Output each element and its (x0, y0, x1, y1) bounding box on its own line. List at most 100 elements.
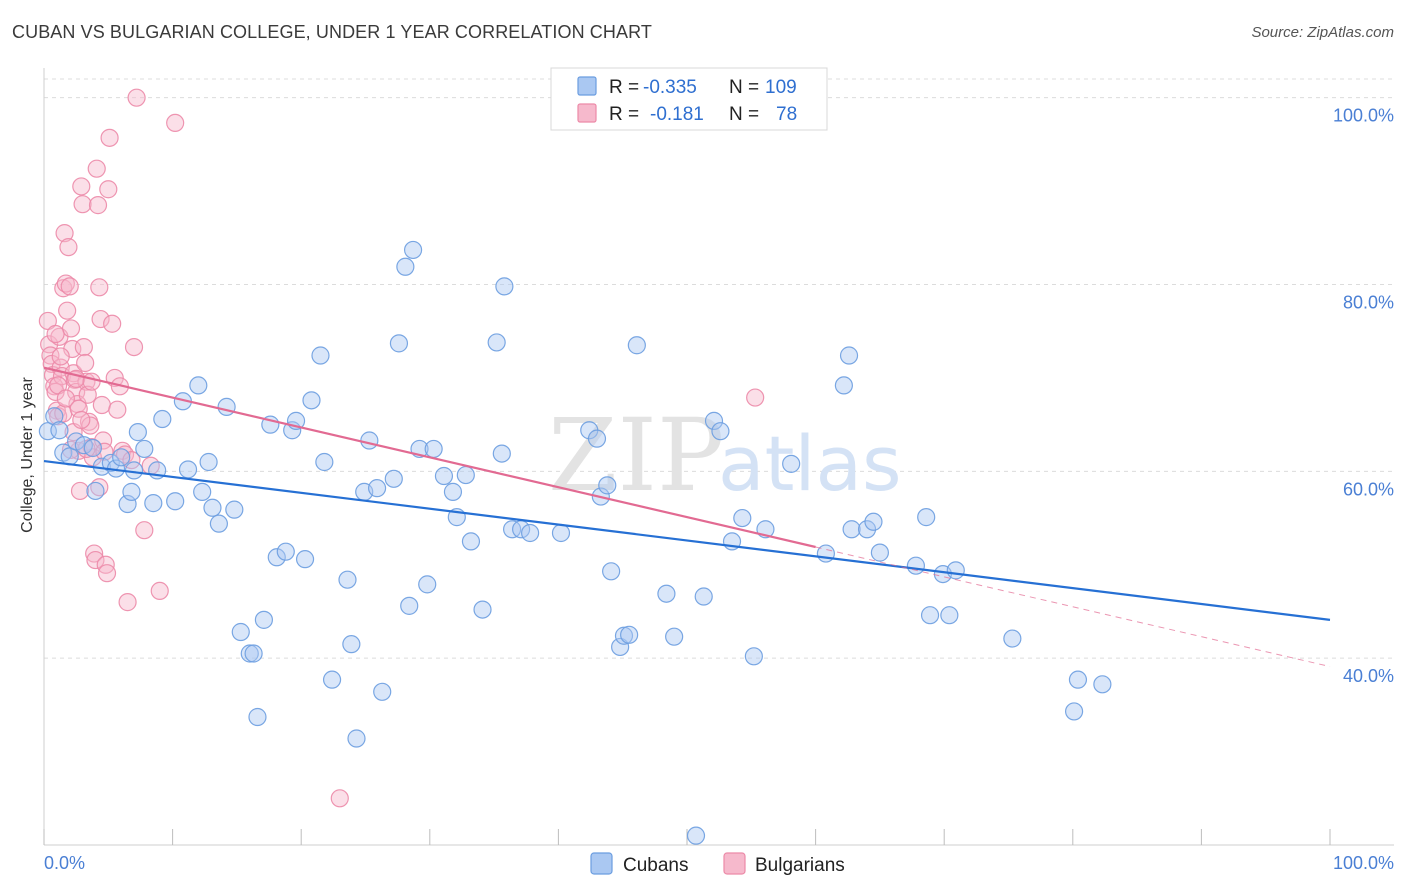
legend-swatch-cubans[interactable] (590, 852, 613, 875)
stats-swatch-cubans (577, 76, 597, 96)
data-point (108, 400, 127, 419)
data-point (598, 476, 617, 495)
data-point (225, 500, 244, 519)
data-point (711, 422, 730, 441)
data-point (135, 521, 154, 540)
data-point (295, 550, 315, 569)
data-point (367, 479, 387, 498)
data-point (389, 334, 409, 353)
data-point (384, 469, 403, 488)
data-point (69, 399, 88, 418)
data-point (495, 277, 514, 296)
data-point (189, 376, 208, 395)
data-point (396, 257, 415, 276)
data-point (55, 224, 74, 243)
data-point (217, 397, 236, 416)
legend-label-bulgarians[interactable]: Bulgarians (755, 855, 845, 876)
data-point (86, 481, 105, 501)
data-point (150, 581, 169, 601)
stats-n-label-bulgarians: N = (729, 104, 759, 125)
trend-line-cubans (43, 459, 1331, 621)
data-point (76, 353, 95, 373)
cubans-points (38, 240, 1112, 845)
data-point (81, 416, 100, 435)
legend-swatch-bulgarians[interactable] (723, 852, 746, 875)
data-point (144, 494, 163, 513)
data-point (59, 238, 78, 257)
y-tick-label: 100.0% (1333, 106, 1394, 126)
data-point (461, 532, 481, 551)
data-point (82, 372, 101, 391)
data-point (920, 606, 940, 625)
data-point (58, 301, 77, 320)
data-point (322, 670, 342, 689)
data-point (267, 548, 286, 567)
data-point (1064, 702, 1084, 721)
data-point (864, 512, 883, 531)
stats-n-label-cubans: N = (729, 77, 759, 98)
stats-r-value-bulgarians: -0.181 (650, 104, 704, 125)
data-point (400, 596, 419, 615)
data-point (70, 481, 90, 501)
data-point (587, 429, 607, 448)
data-point (487, 333, 506, 352)
data-point (56, 389, 75, 408)
stats-box-frame (550, 67, 828, 131)
stats-r-label-bulgarians: R = (609, 104, 639, 125)
data-point (166, 113, 185, 133)
data-point (694, 587, 713, 606)
data-point (870, 543, 890, 562)
data-point (128, 423, 147, 442)
data-point (342, 635, 361, 654)
data-point (122, 451, 141, 470)
legend: Cubans Bulgarians (590, 852, 845, 876)
data-point (199, 452, 218, 472)
data-point (51, 347, 70, 366)
watermark-zip: ZIP (548, 397, 724, 514)
data-point (839, 346, 859, 365)
data-point (112, 448, 131, 467)
x-tick-label-max: 100.0% (1333, 853, 1394, 873)
data-point (74, 338, 93, 357)
x-tick-label-min: 0.0% (44, 853, 85, 873)
data-point (315, 452, 334, 472)
data-point (103, 314, 122, 333)
data-point (330, 789, 349, 808)
watermark: ZIP atlas (548, 397, 902, 514)
data-point (49, 407, 68, 426)
data-point (311, 346, 330, 365)
data-point (240, 644, 259, 663)
data-point (418, 575, 437, 594)
data-point (657, 584, 676, 603)
bulgarians-points (38, 88, 765, 808)
data-point (946, 561, 965, 580)
data-point (360, 431, 379, 450)
data-point (834, 376, 853, 395)
data-point (91, 309, 110, 329)
data-point (620, 625, 639, 644)
data-point (842, 520, 861, 539)
data-point (99, 180, 118, 199)
y-tick-label: 40.0% (1343, 666, 1394, 686)
data-point (122, 482, 141, 501)
data-point (193, 482, 212, 501)
data-point (1093, 675, 1112, 694)
data-point (86, 550, 105, 570)
data-point (443, 482, 463, 501)
data-point (244, 644, 263, 663)
stats-swatch-bulgarians (577, 103, 597, 123)
data-point (118, 593, 137, 612)
data-point (60, 277, 79, 296)
data-point (917, 508, 936, 527)
data-point (857, 520, 877, 539)
data-point (83, 438, 102, 458)
legend-label-cubans[interactable]: Cubans (623, 855, 689, 876)
data-point (85, 544, 104, 563)
y-tick-label: 80.0% (1343, 293, 1394, 313)
data-point (127, 88, 146, 107)
data-point (92, 395, 111, 415)
data-point (90, 278, 109, 297)
data-point (135, 439, 154, 459)
data-point (73, 195, 92, 214)
data-point (551, 523, 571, 543)
